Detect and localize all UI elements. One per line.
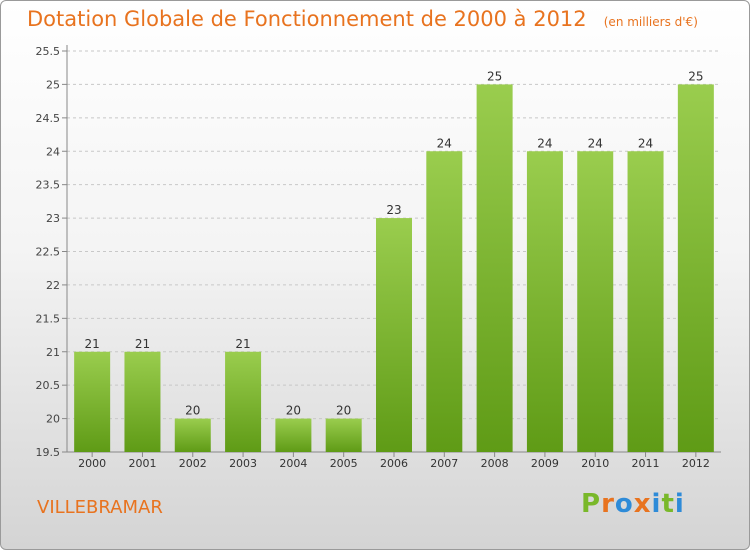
x-tick-label: 2001 xyxy=(128,457,156,470)
x-tick-label: 2007 xyxy=(430,457,458,470)
data-label: 23 xyxy=(386,203,401,217)
x-tick-label: 2010 xyxy=(581,457,609,470)
x-tick-label: 2005 xyxy=(330,457,358,470)
logo-letter: r xyxy=(601,489,615,519)
bar-2002 xyxy=(174,418,211,452)
y-tick-label: 25.5 xyxy=(36,45,61,58)
data-label: 21 xyxy=(235,337,250,351)
data-label: 25 xyxy=(487,69,502,83)
y-tick-label: 21 xyxy=(46,346,60,359)
labels: 2000 21 2001 21 2002 20 2003 21 2004 20 2005 20 2006… xyxy=(78,69,710,470)
x-tick-label: 2003 xyxy=(229,457,257,470)
x-tick-label: 2008 xyxy=(481,457,509,470)
commune-name: VILLEBRAMAR xyxy=(37,497,163,518)
bar-2004 xyxy=(275,418,312,452)
y-tick-label: 24 xyxy=(46,145,60,158)
data-label: 24 xyxy=(638,136,653,150)
bar-2007 xyxy=(426,151,463,452)
y-tick-label: 25 xyxy=(46,78,60,91)
logo-letter: t xyxy=(661,489,675,519)
data-label: 20 xyxy=(185,404,200,418)
x-tick-label: 2004 xyxy=(279,457,307,470)
x-tick-label: 2000 xyxy=(78,457,106,470)
y-tick-label: 24.5 xyxy=(36,112,61,125)
data-label: 24 xyxy=(588,136,603,150)
x-tick-label: 2006 xyxy=(380,457,408,470)
y-tick-label: 22.5 xyxy=(36,246,61,259)
y-tick-label: 20.5 xyxy=(36,379,61,392)
x-tick-label: 2009 xyxy=(531,457,559,470)
bar-2003 xyxy=(225,351,262,452)
x-tick-label: 2002 xyxy=(179,457,207,470)
x-tick-label: 2012 xyxy=(682,457,710,470)
bar-2009 xyxy=(526,151,563,452)
logo-letter: x xyxy=(633,489,652,519)
proxiti-logo: Proxiti xyxy=(581,489,685,519)
chart-title-text: Dotation Globale de Fonctionnement de 20… xyxy=(27,7,587,31)
y-tick-label: 19.5 xyxy=(36,446,61,459)
data-label: 20 xyxy=(286,404,301,418)
y-tick-label: 23 xyxy=(46,212,60,225)
bar-2011 xyxy=(627,151,664,452)
chart-title: Dotation Globale de Fonctionnement de 20… xyxy=(27,7,698,31)
logo-letter: i xyxy=(651,489,662,519)
logo-letter: o xyxy=(614,489,634,519)
data-label: 24 xyxy=(537,136,552,150)
logo-letter: P xyxy=(581,489,602,519)
bar-2000 xyxy=(74,351,111,452)
x-tick-label: 2011 xyxy=(632,457,660,470)
y-tick-label: 21.5 xyxy=(36,312,61,325)
bar-2006 xyxy=(376,218,412,452)
bar-2008 xyxy=(476,84,513,453)
bars xyxy=(74,84,714,453)
y-tick-label: 23.5 xyxy=(36,179,61,192)
y-tick-label: 22 xyxy=(46,279,60,292)
bar-2005 xyxy=(325,418,362,452)
chart-unit-text: (en milliers d'€) xyxy=(603,15,698,29)
bar-2010 xyxy=(577,151,614,452)
data-label: 21 xyxy=(85,337,100,351)
bar-2001 xyxy=(124,351,161,452)
data-label: 24 xyxy=(437,136,452,150)
y-tick-label: 20 xyxy=(46,413,60,426)
data-label: 20 xyxy=(336,404,351,418)
data-label: 21 xyxy=(135,337,150,351)
logo-letter: i xyxy=(674,489,685,519)
bar-2012 xyxy=(677,84,714,453)
data-label: 25 xyxy=(688,69,703,83)
